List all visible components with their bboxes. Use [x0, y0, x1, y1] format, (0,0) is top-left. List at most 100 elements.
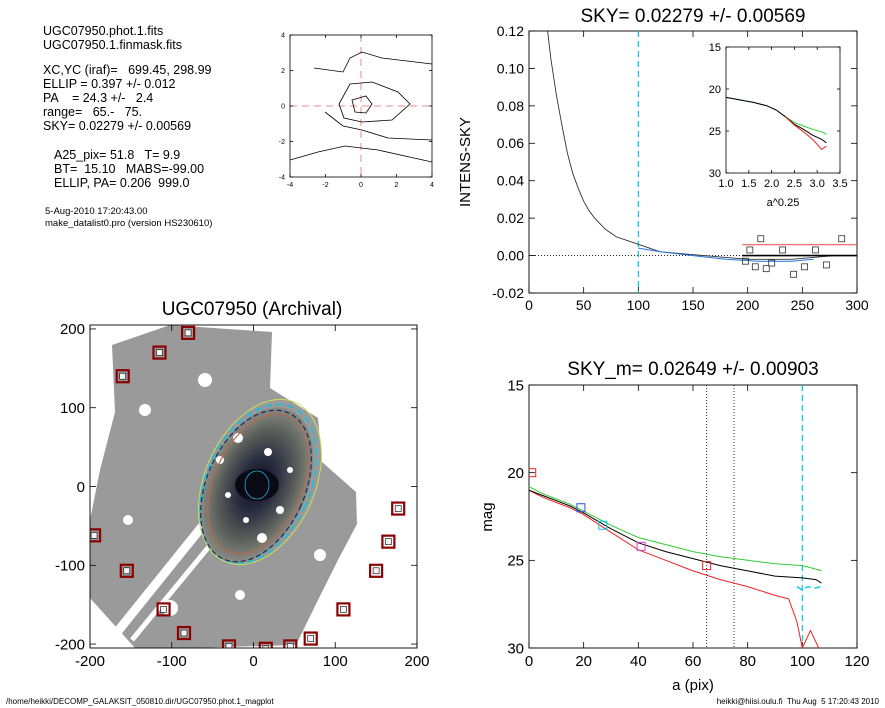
image-xtick-label: 100 [323, 653, 348, 670]
mask-box [152, 345, 167, 360]
image-ytick-label: 0 [77, 479, 85, 496]
contour-inner [351, 95, 373, 114]
masked-stars [216, 433, 293, 543]
sky-xtick-label: 300 [845, 297, 869, 313]
mask-box-inner [123, 567, 131, 575]
mask-box-inner [307, 635, 315, 642]
sky-ytick-label: 0.10 [497, 60, 524, 76]
sky-xtick-label: 250 [791, 297, 815, 313]
mask-box [258, 641, 273, 648]
contour-panel: -4 -2 0 2 4 -4 -2 0 2 4 [279, 32, 434, 189]
isophote-ellipse-outer [198, 398, 322, 566]
mask-box [115, 369, 130, 384]
sky-point-marker [790, 270, 797, 278]
sky-point-marker [838, 235, 846, 243]
pa-text: PA = 24.3 +/- 2.4 [43, 91, 154, 105]
contour-xtick-label: -2 [322, 182, 328, 189]
mask-box-inner [160, 606, 167, 613]
mask-box-inner [180, 629, 188, 637]
image-xtick-label: 200 [404, 653, 429, 670]
program-text: make_datalist0.pro (version HS230610) [45, 218, 213, 229]
mag-marker [702, 561, 712, 571]
contour-lower [324, 111, 433, 141]
mask-box [336, 602, 351, 617]
mag-cyan-line [796, 585, 822, 591]
mag-ylabel: mag [479, 502, 496, 531]
contour-xtick-label: -4 [287, 182, 293, 189]
mask-box [119, 563, 134, 578]
mask-box [90, 528, 102, 543]
sky-xtick-label: 150 [681, 297, 705, 313]
mag-xtick-label: 100 [790, 653, 815, 670]
range-text: range= 65.- 75. [43, 105, 143, 119]
image-xtick-label: 0 [249, 653, 257, 670]
inset-frame [725, 46, 841, 174]
inset-xtick-label: 2.0 [764, 178, 779, 190]
sky-text: SKY= 0.02279 +/- 0.00569 [43, 119, 192, 133]
mag-xtick-label: 40 [630, 653, 647, 670]
image-xtick-label: -100 [157, 653, 187, 670]
contour-ytick-label: -4 [279, 174, 285, 181]
mask-box-inner [340, 606, 347, 613]
inset-red-line [784, 116, 827, 151]
inset-xlabel: a^0.25 [767, 197, 800, 209]
a25-text: A25_pix= 51.8 T= 9.9 [54, 148, 181, 162]
mag-ytick-label: 30 [507, 640, 524, 657]
inset-xtick-label: 1.0 [718, 178, 733, 190]
mag-xtick-label: 80 [739, 653, 756, 670]
sky-ytick-label: 0.02 [497, 210, 524, 226]
sky-point-marker [742, 257, 749, 265]
contour-xtick-label: 0 [359, 182, 363, 189]
sky-ytick-label: 0.04 [497, 173, 524, 189]
sky-point-marker [768, 259, 776, 267]
mag-marker [598, 520, 608, 530]
ellippa-text: ELLIP, PA= 0.206 999.0 [54, 176, 190, 190]
mag-title: SKY_m= 0.02649 +/- 0.00903 [567, 359, 818, 380]
contour-xtick-label: 4 [430, 182, 434, 189]
sky-point-marker [762, 265, 770, 273]
sky-profile-line [547, 31, 857, 260]
mask-box-inner [385, 538, 392, 545]
sky-point-marker [751, 263, 759, 271]
mask-box [181, 325, 196, 340]
mag-green-line [529, 486, 822, 572]
sky-panel: SKY= 0.02279 +/- 0.00569 INTENS-SKY 0 50 1… [457, 6, 869, 313]
mask-box [369, 563, 384, 578]
info-block-results: A25_pix= 51.8 T= 9.9 BT= 15.10 MABS=-99.0… [54, 148, 204, 190]
mag-marker [636, 541, 646, 551]
mask-box [391, 501, 406, 516]
mag-marker [529, 468, 537, 478]
contour-bottom [289, 145, 433, 163]
mask-box [303, 631, 318, 646]
info-block-params: XC,YC (iraf)= 699.45, 298.99 ELLIP = 0.39… [43, 63, 212, 133]
mask-box-inner [156, 349, 163, 356]
image-ytick-label: 100 [60, 400, 85, 417]
image-ytick-label: -200 [55, 636, 85, 653]
mask-box-inner [262, 645, 270, 648]
info-block-meta: 5-Aug-2010 17:20:43.00 make_datalist0.pro… [45, 206, 212, 230]
inset-xtick-label: 3.5 [832, 178, 847, 190]
mask-box-inner [184, 329, 192, 337]
info-block-files: UGC07950.phot.1.fits UGC07950.1.finmask.f… [43, 24, 182, 52]
mask-name: UGC07950.1.finmask.fits [43, 38, 182, 52]
sky-title: SKY= 0.02279 +/- 0.00569 [580, 6, 805, 27]
sky-point-marker [779, 246, 787, 254]
mag-marker [576, 503, 586, 513]
xcyc-text: XC,YC (iraf)= 699.45, 298.99 [43, 63, 212, 77]
core-contour [244, 470, 270, 500]
mag-ytick-label: 20 [507, 465, 524, 482]
mag-xlabel: a (pix) [672, 677, 714, 694]
sky-ellipse-cyan [198, 403, 318, 565]
sky-ytick-label: 0.12 [497, 23, 524, 39]
contour-ytick-label: 4 [281, 32, 285, 39]
footer-host: heikki@hiisi.oulu.fi Thu Aug 5 17:20:43 … [716, 697, 879, 706]
galaxy-core [235, 469, 279, 501]
mask-box-inner [119, 372, 126, 380]
ellip-text: ELLIP = 0.397 +/- 0.012 [43, 77, 176, 91]
mag-ytick-label: 25 [507, 553, 524, 570]
mask-box-inner [286, 643, 294, 648]
sky-point-marker [757, 235, 765, 243]
contour-ytick-label: -2 [279, 139, 285, 146]
mask-box-inner [225, 643, 233, 648]
